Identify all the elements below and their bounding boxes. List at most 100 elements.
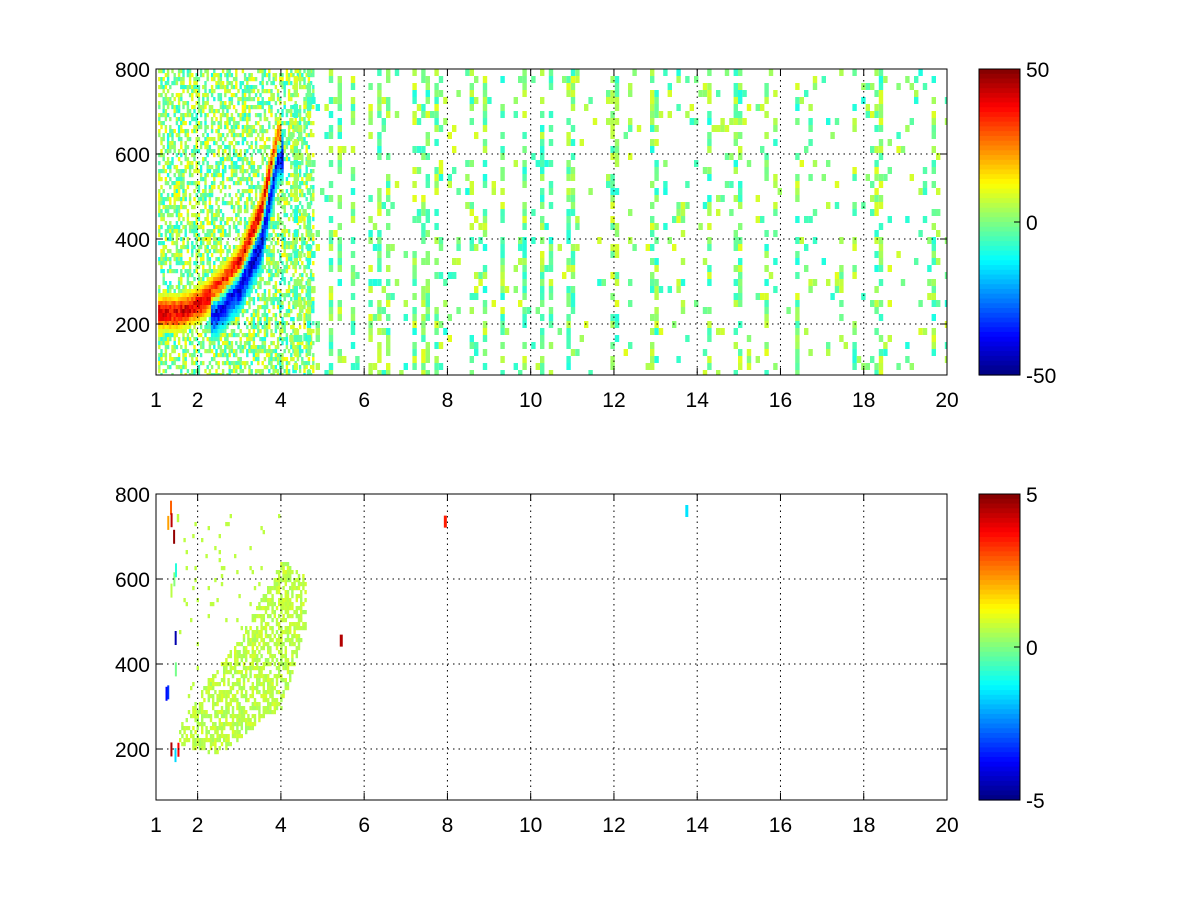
heatmap-cell <box>276 249 280 254</box>
heatmap-cell <box>465 174 470 181</box>
heatmap-cell <box>298 105 302 110</box>
heatmap-cell <box>164 369 168 374</box>
heatmap-cell <box>702 258 708 265</box>
heatmap-cell <box>160 325 163 330</box>
heatmap-cell <box>276 173 280 178</box>
heatmap-cell <box>283 325 286 330</box>
heatmap-cell <box>301 349 304 354</box>
heatmap-cell <box>213 333 216 338</box>
heatmap-cell <box>548 307 554 314</box>
heatmap-cell <box>265 229 269 234</box>
heatmap-cell <box>944 97 947 104</box>
heatmap-cell <box>305 161 308 166</box>
heatmap-cell <box>239 217 242 222</box>
heatmap-cell <box>293 125 298 132</box>
heatmap-cell <box>195 249 198 254</box>
heatmap-cell <box>186 185 190 190</box>
heatmap-cell <box>195 329 198 334</box>
heatmap-cell <box>228 193 231 198</box>
heatmap-cell <box>207 682 210 687</box>
heatmap-cell <box>186 349 190 354</box>
heatmap-cell <box>733 83 738 90</box>
heatmap-cell <box>202 265 205 270</box>
heatmap-cell <box>173 197 176 202</box>
heatmap-cell <box>225 666 228 671</box>
heatmap-cell <box>160 257 163 262</box>
heatmap-cell <box>261 69 264 74</box>
heatmap-cell <box>169 177 172 182</box>
heatmap-cell <box>290 69 293 74</box>
heatmap-cell <box>182 333 185 338</box>
heatmap-cell <box>199 301 203 306</box>
heatmap-cell <box>186 221 190 226</box>
heatmap-cell <box>217 289 220 294</box>
heatmap-cell <box>182 105 185 110</box>
heatmap-cell <box>270 205 273 210</box>
heatmap-cell <box>852 125 857 132</box>
heatmap-cell <box>918 230 923 237</box>
heatmap-cell <box>312 297 315 302</box>
heatmap-cell <box>610 181 615 188</box>
heatmap-cell <box>228 277 231 282</box>
heatmap-cell <box>936 230 941 237</box>
heatmap-cell <box>268 217 271 222</box>
heatmap-cell <box>218 682 221 687</box>
heatmap-cell <box>171 101 174 106</box>
heatmap-cell <box>193 89 196 94</box>
heatmap-cell <box>812 83 818 90</box>
heatmap-cell <box>169 269 172 274</box>
heatmap-cell <box>746 363 752 370</box>
heatmap-cell <box>263 265 267 270</box>
heatmap-cell <box>182 189 185 194</box>
heatmap-cell <box>328 97 334 104</box>
heatmap-cell <box>654 125 659 132</box>
heatmap-cell <box>186 273 190 278</box>
heatmap-cell <box>274 141 278 146</box>
heatmap-cell <box>421 370 426 375</box>
heatmap-cell <box>224 289 227 294</box>
heatmap-cell <box>241 281 245 286</box>
heatmap-cell <box>224 157 227 162</box>
x-tick-label: 14 <box>686 389 710 412</box>
heatmap-cell <box>311 97 316 104</box>
heatmap-cell <box>194 522 197 527</box>
heatmap-cell <box>198 702 202 707</box>
heatmap-cell <box>676 216 681 223</box>
heatmap-cell <box>281 157 284 162</box>
heatmap-cell <box>270 329 273 334</box>
heatmap-cell <box>186 289 190 294</box>
heatmap-cell <box>207 694 210 699</box>
heatmap-cell <box>204 293 207 298</box>
heatmap-cell <box>164 181 168 186</box>
heatmap-cell <box>279 353 282 358</box>
heatmap-cell <box>164 117 168 122</box>
heatmap-cell <box>328 286 334 293</box>
heatmap-cell <box>878 258 884 265</box>
heatmap-cell <box>263 113 267 118</box>
heatmap-cell <box>232 221 236 226</box>
heatmap-cell <box>171 137 174 142</box>
heatmap-cell <box>540 286 545 293</box>
heatmap-cell <box>219 209 223 214</box>
heatmap-cell <box>259 253 262 258</box>
heatmap-cell <box>241 313 245 318</box>
heatmap-cell <box>239 249 242 254</box>
heatmap-cell <box>197 237 201 242</box>
heatmap-cell <box>191 317 194 322</box>
heatmap-cell <box>257 285 260 290</box>
heatmap-cell <box>184 297 187 302</box>
heatmap-cell <box>287 77 291 82</box>
heatmap-cell <box>254 113 258 118</box>
heatmap-cell <box>738 356 743 363</box>
heatmap-cell <box>254 245 258 250</box>
heatmap-cell <box>290 197 293 202</box>
heatmap-cell <box>337 258 342 265</box>
heatmap-cell <box>268 177 271 182</box>
heatmap-cell <box>694 118 699 125</box>
heatmap-cell <box>386 76 391 83</box>
heatmap-cell <box>548 83 554 90</box>
heatmap-cell <box>309 197 313 202</box>
heatmap-cell <box>285 241 289 246</box>
heatmap-cell <box>214 674 217 679</box>
heatmap-cell <box>764 111 769 118</box>
